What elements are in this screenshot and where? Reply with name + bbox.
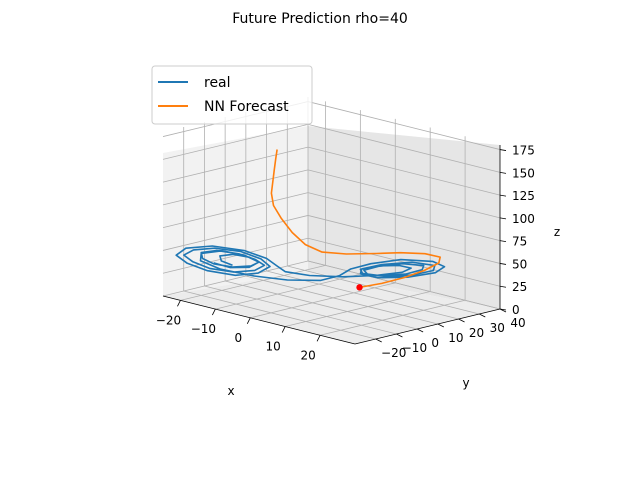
chart-title: Future Prediction rho=40	[232, 11, 408, 27]
series-line-nn-forecast	[270, 149, 441, 289]
legend-box	[151, 65, 313, 125]
y-tick-0	[416, 328, 424, 333]
z-axis-label: z	[554, 225, 560, 239]
z-tick-100	[499, 217, 507, 220]
grid-side-z-125	[162, 146, 309, 183]
grid-floor-x-10	[285, 291, 431, 327]
grid-floor-x-0	[250, 282, 396, 319]
z-tick-75	[499, 240, 507, 243]
y-tick-label--20: −20	[381, 346, 406, 360]
axes-lines	[162, 145, 507, 345]
grid-floor-x-20	[319, 299, 466, 336]
z-tick-150	[499, 171, 507, 174]
start-marker	[356, 284, 363, 291]
grid-side-z-100	[162, 169, 309, 206]
x-tick-20	[316, 335, 321, 342]
grid-side-z-150	[162, 123, 309, 160]
grid-back-z-100	[307, 169, 501, 219]
grid-side-z-0	[162, 260, 309, 297]
legend: real NN Forecast	[151, 65, 313, 125]
grid-side-z-75	[162, 192, 309, 229]
y-tick--20	[375, 338, 382, 343]
grid-back-z-75	[307, 192, 501, 242]
pane-yz-back	[308, 126, 500, 309]
y-tick-20	[458, 318, 465, 323]
grid-floor-y--20	[183, 290, 376, 340]
y-tick-label-20: 20	[469, 326, 484, 340]
z-tick-label-100: 100	[512, 212, 535, 226]
y-axis-label: y	[462, 376, 469, 390]
x-tick--20	[177, 300, 181, 307]
z-tick-175	[499, 149, 507, 151]
z-tick-label-125: 125	[512, 189, 535, 203]
y-tick-label-0: 0	[431, 336, 439, 350]
grid-back-z-175	[307, 101, 501, 150]
x-tick-label--10: −10	[191, 322, 216, 336]
x-tick-label-0: 0	[234, 331, 242, 345]
grid-back-z-0	[307, 260, 501, 310]
z-tick-125	[499, 194, 507, 197]
x-axis-label: x	[227, 384, 234, 398]
pane-xz-back	[163, 126, 308, 296]
grid-floor-y--10	[204, 285, 397, 335]
grid-back-z-125	[307, 146, 501, 196]
grid-floor-y-30	[287, 265, 480, 315]
series-layer	[175, 149, 446, 291]
z-tick-label-175: 175	[512, 144, 535, 158]
z-tick-label-150: 150	[512, 166, 535, 180]
z-tick-label-50: 50	[512, 257, 527, 271]
y-tick-label-30: 30	[490, 321, 505, 335]
x-tick--10	[212, 308, 216, 316]
z-tick-50	[499, 263, 507, 265]
y-tick-label-40: 40	[510, 316, 525, 330]
grid-back-z-150	[307, 123, 501, 173]
z-tick-label-75: 75	[512, 235, 527, 249]
grid-floor-x--10	[215, 273, 361, 310]
y-tick-label-10: 10	[448, 331, 463, 345]
grid-floor-y-10	[245, 275, 438, 325]
z-tick-25	[499, 285, 507, 288]
grid-floor-y-0	[225, 280, 418, 330]
grid-floor-x--20	[180, 264, 326, 301]
grid-side-z-25	[162, 237, 309, 274]
x-tick-0	[246, 317, 251, 324]
grid-floor-y-20	[266, 270, 459, 320]
y-tick--10	[396, 333, 403, 338]
x-tick-label-10: 10	[266, 340, 281, 354]
y-tick-10	[437, 323, 445, 328]
grid-back-z-50	[307, 215, 501, 264]
series-line-real	[175, 245, 446, 282]
x-tick-label-20: 20	[300, 348, 315, 362]
legend-label-real: real	[204, 75, 231, 91]
x-tick-label--20: −20	[156, 313, 181, 327]
z-tick-0	[499, 308, 507, 311]
legend-label-nn-forecast: NN Forecast	[204, 99, 289, 115]
x-tick-10	[281, 326, 286, 333]
y-axis-line	[354, 308, 501, 345]
y-tick-30	[479, 313, 486, 318]
x-axis-line	[162, 295, 356, 345]
z-tick-label-25: 25	[512, 280, 527, 294]
z-tick-label-0: 0	[512, 303, 520, 317]
y-tick-label--10: −10	[402, 341, 427, 355]
grid-lines	[162, 97, 501, 340]
